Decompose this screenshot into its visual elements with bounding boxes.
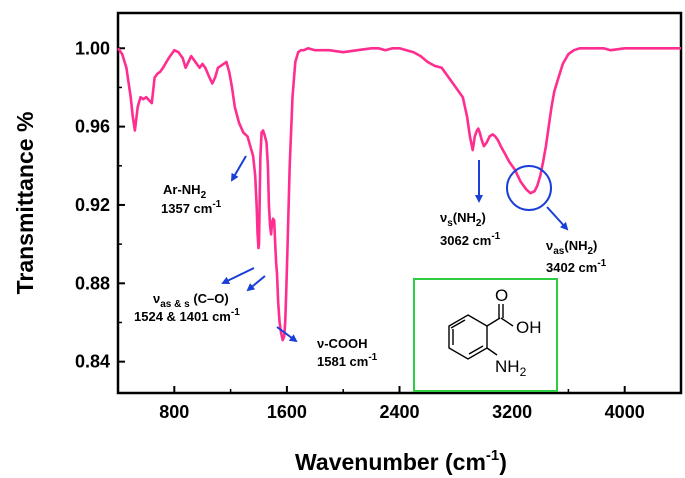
x-tick-label-1600: 1600 (267, 402, 307, 422)
x-axis-title: Wavenumber (cm-1) (295, 447, 507, 475)
x-tick-label-800: 800 (159, 402, 189, 422)
arrow-nh2-as (546, 206, 569, 231)
arrow-ar-nh2 (230, 155, 247, 182)
benzene-ring (448, 304, 514, 360)
molecule-o-label: O (495, 286, 508, 305)
y-axis-title-text: Transmittance % (12, 112, 38, 295)
y-tick-label-0.88: 0.88 (75, 273, 110, 293)
arrow-cooh (276, 326, 298, 343)
annotation-nh2-s-label: νs(NH2) (440, 210, 486, 229)
y-tick-label-0.84: 0.84 (75, 352, 110, 372)
molecule-oh-label: OH (516, 318, 542, 337)
highlight-circle-nh2-as (506, 165, 552, 211)
x-tick-label-3200: 3200 (492, 402, 532, 422)
molecule-nh2-label: NH2 (495, 357, 527, 379)
y-tick-label-1.00: 1.00 (75, 38, 110, 58)
annotation-ar-nh2-value: 1357 cm-1 (161, 199, 222, 216)
x-axis-title-sup: -1 (486, 447, 499, 464)
x-tick-label-2400: 2400 (379, 402, 419, 422)
spectrum-line (116, 47, 681, 342)
annotation-c-o-value: 1524 & 1401 cm-1 (134, 307, 240, 324)
x-axis-title-close: ) (499, 449, 507, 475)
annotation-c-o-label: νas & s (C–O) (153, 291, 229, 310)
annotation-ar-nh2-label: Ar-NH2 (163, 182, 207, 201)
x-tick-label-4000: 4000 (605, 402, 645, 422)
annotation-cooh-label: ν-COOH (317, 336, 368, 351)
x-axis-title-text: Wavenumber (cm (295, 449, 486, 475)
x-tick-labels: 800 1600 2400 3200 4000 (159, 402, 644, 422)
annotation-nh2-s-value: 3062 cm-1 (440, 231, 501, 248)
annotation-arrows (221, 155, 569, 343)
y-axis-title: Transmittance % (12, 112, 38, 295)
y-tick-labels: 0.84 0.88 0.92 0.96 1.00 (75, 38, 110, 371)
annotation-nh2-as-value: 3402 cm-1 (546, 258, 607, 275)
annotation-nh2-as-label: νas(NH2) (546, 238, 597, 257)
y-tick-label-0.96: 0.96 (75, 117, 110, 137)
y-tick-label-0.92: 0.92 (75, 195, 110, 215)
annotation-cooh-value: 1581 cm-1 (317, 352, 378, 369)
arrow-c-o-1 (221, 267, 255, 284)
arrow-c-o-2 (246, 275, 266, 292)
molecule-inset: O OH NH2 (413, 278, 558, 392)
molecule-inset-border (413, 278, 558, 392)
axis-ticks (117, 47, 682, 393)
